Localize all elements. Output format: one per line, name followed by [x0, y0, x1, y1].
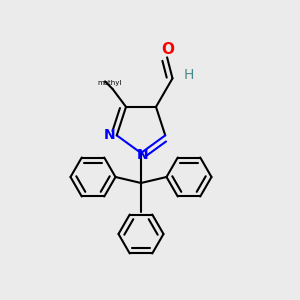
Text: methyl: methyl	[97, 80, 122, 86]
Text: N: N	[103, 128, 115, 142]
Text: N: N	[137, 148, 148, 161]
Text: H: H	[184, 68, 194, 83]
Text: O: O	[161, 42, 174, 57]
